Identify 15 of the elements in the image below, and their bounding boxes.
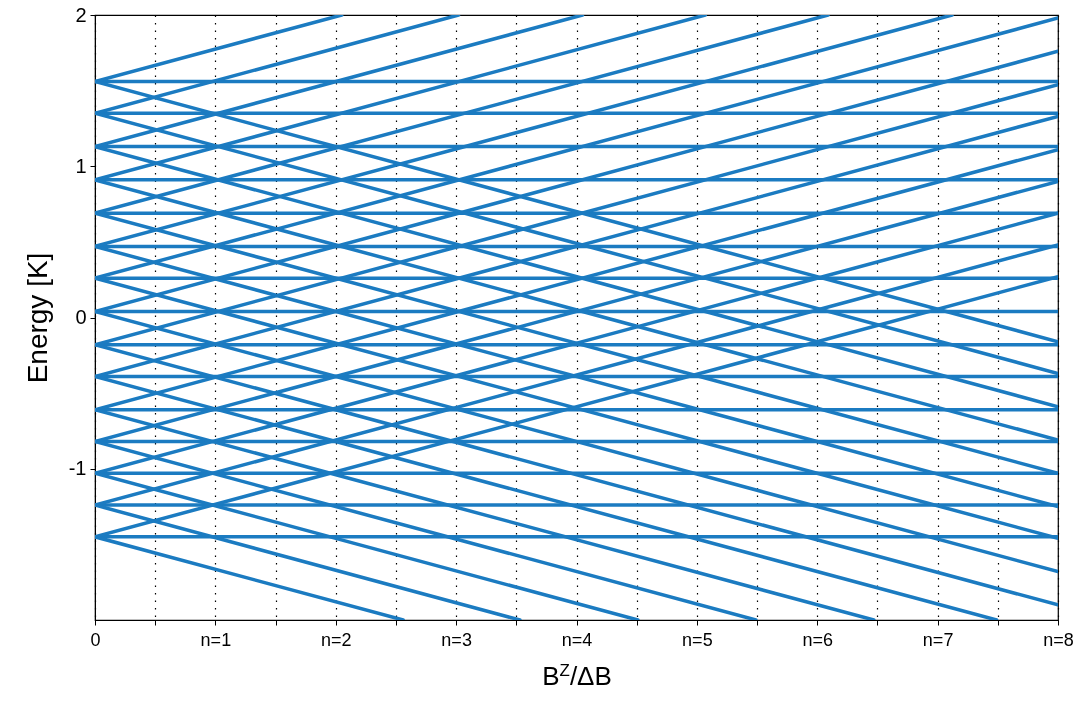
x-tick-label: n=7 <box>922 629 954 650</box>
y-tick-label: -1 <box>68 457 87 480</box>
x-tick-label: n=4 <box>561 629 593 650</box>
x-tick-label: n=3 <box>441 629 472 650</box>
x-tick-label: n=1 <box>200 629 232 650</box>
x-axis-title: B$^{Z}$/ΔB <box>542 660 612 691</box>
y-tick-label: 1 <box>75 154 87 177</box>
x-tick-label: 0 <box>90 629 101 650</box>
x-tick-label: n=2 <box>320 629 352 650</box>
y-tick-label: 2 <box>75 3 87 26</box>
y-tick-label: 0 <box>75 306 87 328</box>
x-tick-label: n=6 <box>802 629 834 650</box>
x-tick-label: n=8 <box>1043 629 1073 650</box>
x-tick-label: n=5 <box>682 629 713 650</box>
y-axis-title: Energy [K] <box>21 252 53 384</box>
